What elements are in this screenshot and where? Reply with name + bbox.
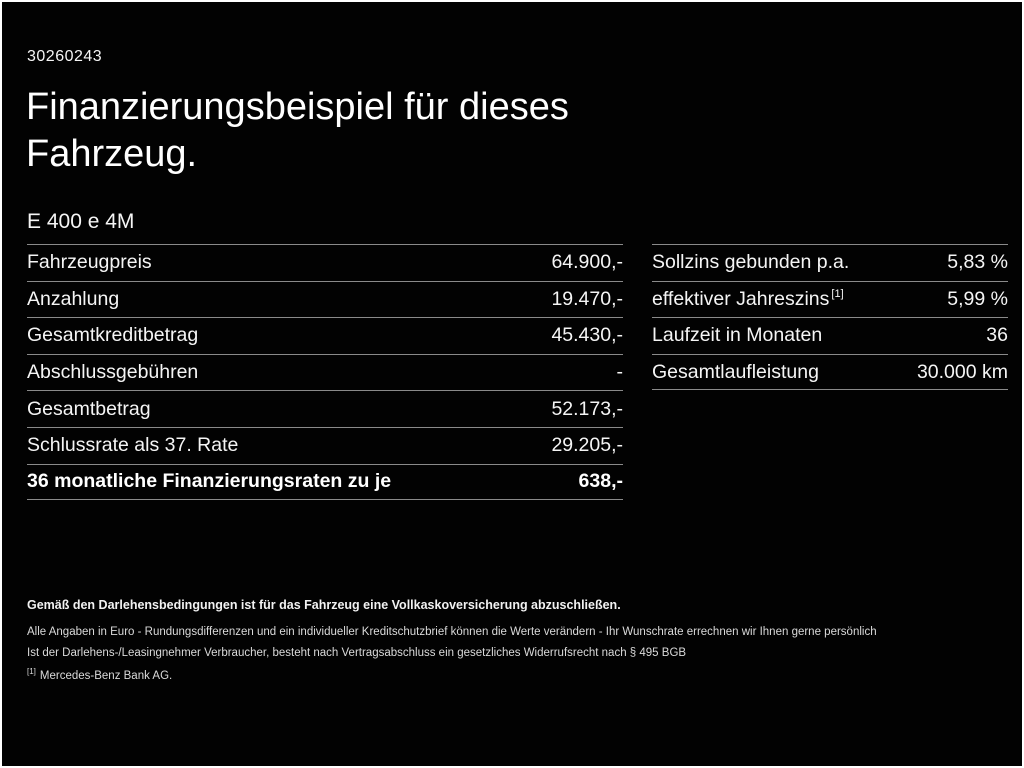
row-value: 19.470,- — [551, 287, 623, 310]
row-value: 29.205,- — [551, 434, 623, 457]
conditions-table: Sollzins gebunden p.a. 5,83 % effektiver… — [652, 244, 1008, 391]
row-label: Laufzeit in Monaten — [652, 324, 823, 347]
row-value: 5,99 % — [947, 287, 1008, 310]
row-value: 5,83 % — [947, 251, 1008, 274]
row-value: 638,- — [578, 470, 623, 493]
page-title-line1: Finanzierungsbeispiel für dieses — [26, 86, 569, 128]
row-value: - — [616, 361, 624, 384]
reference-marker: [1] — [27, 667, 36, 676]
vehicle-model: E 400 e 4M — [27, 210, 135, 233]
table-row: Laufzeit in Monaten 36 — [652, 317, 1008, 354]
disclaimer-line2: Ist der Darlehens-/Leasingnehmer Verbrau… — [27, 647, 687, 659]
page-title: Finanzierungsbeispiel für dieses Fahrzeu… — [26, 84, 569, 178]
fine-print: Gemäß den Darlehensbedingungen ist für d… — [27, 598, 987, 682]
row-label: Gesamtkreditbetrag — [27, 324, 199, 347]
row-label: Fahrzeugpreis — [27, 251, 152, 274]
row-label: Gesamtbetrag — [27, 397, 151, 420]
reference-text: Mercedes-Benz Bank AG. — [39, 669, 173, 682]
table-row: effektiver Jahreszins [1] 5,99 % — [652, 280, 1008, 318]
table-row: Gesamtlaufleistung 30.000 km — [652, 353, 1008, 391]
row-label: Anzahlung — [27, 287, 120, 310]
row-value: 52.173,- — [551, 397, 623, 420]
table-row: Anzahlung 19.470,- — [27, 280, 623, 318]
table-row: Sollzins gebunden p.a. 5,83 % — [652, 244, 1008, 281]
offer-id: 30260243 — [27, 48, 103, 65]
table-row: Schlussrate als 37. Rate 29.205,- — [27, 426, 623, 464]
table-row: Fahrzeugpreis 64.900,- — [27, 244, 623, 281]
table-row: Gesamtbetrag 52.173,- — [27, 390, 623, 427]
row-label: Sollzins gebunden p.a. — [652, 251, 850, 274]
bank-reference: [1] Mercedes-Benz Bank AG. — [27, 667, 987, 682]
row-label: Schlussrate als 37. Rate — [27, 434, 239, 457]
row-value: 64.900,- — [551, 251, 623, 274]
insurance-note: Gemäß den Darlehensbedingungen ist für d… — [27, 598, 621, 612]
row-value: 36 — [986, 324, 1008, 347]
row-value: 30.000 km — [916, 360, 1008, 383]
row-label: Gesamtlaufleistung — [652, 360, 819, 383]
financing-table: Fahrzeugpreis 64.900,- Anzahlung 19.470,… — [27, 244, 624, 501]
page-title-line2: Fahrzeug. — [26, 133, 198, 175]
row-label: 36 monatliche Finanzierungsraten zu je — [27, 470, 392, 493]
row-label: Abschlussgebühren — [27, 361, 199, 384]
footnote-marker: [1] — [831, 288, 844, 301]
row-value: 45.430,- — [551, 324, 623, 347]
table-row-monthly-rate: 36 monatliche Finanzierungsraten zu je 6… — [27, 463, 623, 501]
row-label: effektiver Jahreszins [1] — [652, 287, 844, 310]
table-row: Abschlussgebühren - — [27, 353, 624, 391]
disclaimer-line1: Alle Angaben in Euro - Rundungsdifferenz… — [27, 626, 877, 638]
table-row: Gesamtkreditbetrag 45.430,- — [27, 317, 623, 354]
